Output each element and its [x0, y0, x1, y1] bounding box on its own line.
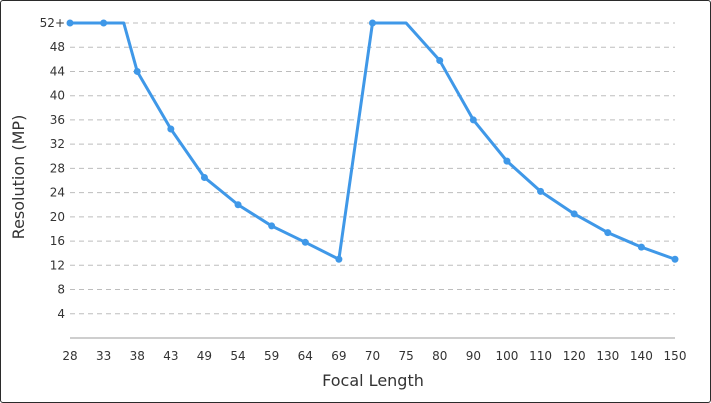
data-point	[100, 19, 108, 27]
data-point	[66, 19, 74, 27]
y-tick-label: 4	[57, 307, 65, 321]
x-tick-label: 90	[466, 349, 481, 363]
y-tick-label: 28	[50, 161, 65, 175]
data-point	[604, 229, 612, 237]
data-point	[436, 57, 444, 65]
x-tick-label: 33	[96, 349, 111, 363]
data-point	[503, 157, 511, 165]
x-tick-label: 80	[432, 349, 447, 363]
y-tick-label: 40	[50, 89, 65, 103]
data-point	[637, 243, 645, 251]
x-tick-label: 120	[563, 349, 586, 363]
y-tick-label: 52+	[40, 16, 65, 30]
y-tick-label: 24	[50, 186, 65, 200]
y-tick-label: 48	[50, 40, 65, 54]
y-tick-label: 12	[50, 258, 65, 272]
data-point	[469, 116, 477, 124]
x-tick-label: 43	[163, 349, 178, 363]
data-point	[268, 222, 276, 230]
y-tick-label: 20	[50, 210, 65, 224]
x-tick-label: 70	[365, 349, 380, 363]
y-tick-label: 32	[50, 137, 65, 151]
data-point	[335, 255, 343, 263]
x-tick-label: 49	[197, 349, 212, 363]
data-point	[671, 255, 679, 263]
x-tick-label: 54	[230, 349, 245, 363]
x-tick-label: 150	[664, 349, 687, 363]
x-tick-label: 59	[264, 349, 279, 363]
y-tick-label: 8	[57, 283, 65, 297]
x-tick-label: 100	[495, 349, 518, 363]
data-point	[200, 173, 208, 181]
data-point	[133, 67, 141, 75]
x-tick-label: 140	[630, 349, 653, 363]
y-tick-label: 44	[50, 64, 65, 78]
series-line	[68, 21, 677, 261]
x-tick-label: 38	[130, 349, 145, 363]
data-point	[537, 187, 545, 195]
data-point	[570, 210, 578, 218]
y-tick-label: 16	[50, 234, 65, 248]
x-tick-label: 75	[398, 349, 413, 363]
data-point	[301, 238, 309, 246]
x-tick-label: 69	[331, 349, 346, 363]
data-point	[369, 19, 376, 27]
x-tick-label: 28	[62, 349, 77, 363]
y-tick-label: 36	[50, 113, 65, 127]
x-tick-label: 110	[529, 349, 552, 363]
x-tick-label: 130	[596, 349, 619, 363]
data-point	[234, 201, 242, 209]
data-point	[167, 125, 175, 133]
y-axis-label: Resolution (MP)	[9, 115, 28, 240]
x-axis-label: Focal Length	[322, 371, 424, 390]
x-tick-label: 64	[298, 349, 313, 363]
